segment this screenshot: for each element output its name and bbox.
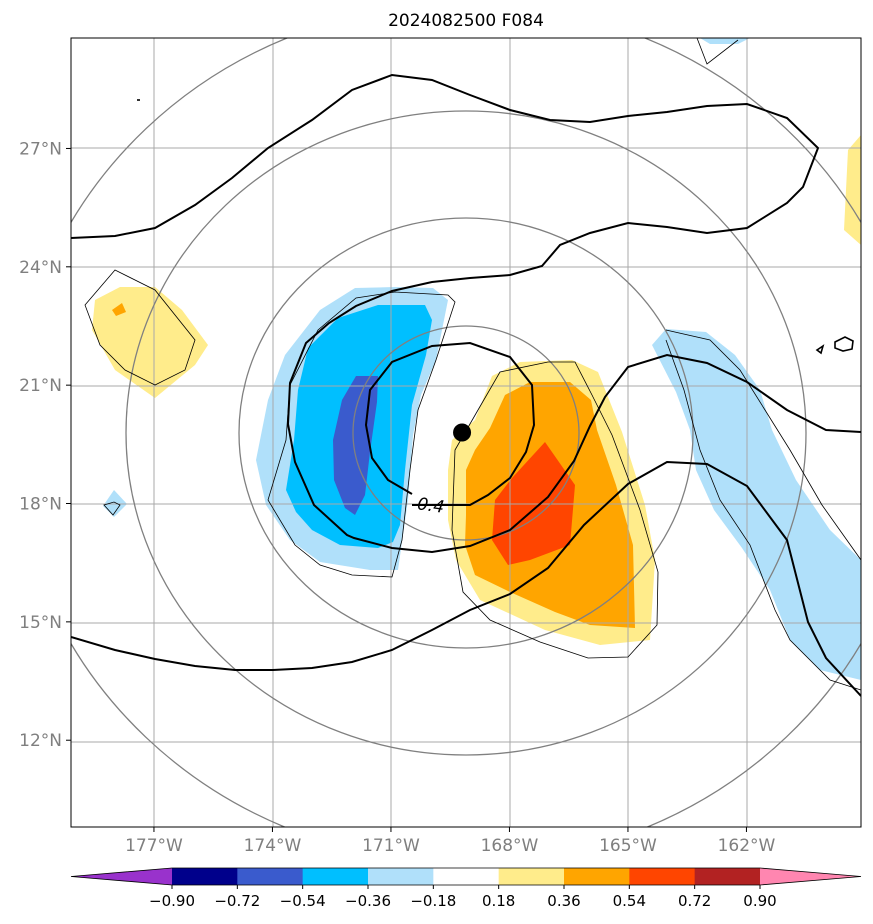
shading-left-orange [112, 303, 126, 316]
thick-contour [71, 460, 861, 697]
shading-left-yellow [92, 287, 208, 398]
colorbar-tick-label: 0.36 [547, 892, 580, 910]
shading-top-center-light-blue [700, 38, 750, 44]
colorbar-tick-label: 0.18 [482, 892, 515, 910]
island-outline [834, 336, 854, 352]
shading-top-right-yellow [844, 135, 861, 245]
thin-contours [84, 38, 861, 691]
lon-tick-label: 162°W [718, 836, 776, 856]
chart-title: 2024082500 F084 [388, 11, 544, 31]
colorbar-segment [629, 868, 696, 885]
lon-tick-label: 174°W [244, 836, 302, 856]
colorbar-segment [564, 868, 630, 885]
thick-contours [71, 73, 861, 697]
colorbar-tick-label: −0.36 [345, 892, 391, 910]
longitude-ticks: 177°W 174°W 171°W 168°W 165°W 162°W [125, 827, 776, 856]
thin-contour [696, 38, 739, 65]
contour-label: 0.4 [416, 494, 446, 518]
colorbar-tick-label: 0.90 [743, 892, 776, 910]
thin-contour [267, 291, 456, 578]
colorbar-segment [694, 868, 761, 885]
colorbar-segment [172, 868, 238, 885]
colorbar-tick-label: 0.72 [678, 892, 711, 910]
colorbar-segment [302, 868, 369, 885]
thick-contour [364, 341, 536, 506]
lat-tick-label: 12°N [19, 731, 62, 751]
map-area: 0.4 [71, 38, 861, 827]
thin-contour [665, 329, 861, 561]
thin-contour [103, 501, 121, 516]
lat-tick-label: 24°N [19, 258, 62, 278]
lat-tick-label: 21°N [19, 376, 62, 396]
lat-tick-label: 27°N [19, 139, 62, 159]
thin-contour [84, 269, 196, 386]
coastlines [137, 99, 854, 355]
colorbar-segment [368, 868, 434, 885]
lon-tick-label: 171°W [362, 836, 420, 856]
colorbar-segment [433, 868, 500, 885]
lon-tick-label: 177°W [125, 836, 183, 856]
colorbar-extend-low [71, 868, 172, 885]
lat-lon-grid [71, 38, 861, 827]
map-frame [70, 37, 862, 828]
lat-tick-label: 18°N [19, 495, 62, 515]
range-rings [71, 38, 861, 827]
range-ring [125, 110, 807, 756]
range-ring [238, 217, 694, 649]
range-ring [352, 325, 580, 541]
colorbar-segment [237, 868, 304, 885]
storm-center-marker [453, 423, 472, 442]
colorbar: −0.90 −0.72 −0.54 −0.36 −0.18 0.18 0.36 0.54 0.7… [70, 867, 862, 910]
colorbar-tick-label: 0.54 [613, 892, 646, 910]
colorbar-tick-label: −0.54 [280, 892, 326, 910]
colorbar-extend-high [760, 868, 861, 885]
colorbar-tick-label: −0.72 [214, 892, 260, 910]
lat-tick-label: 15°N [19, 613, 62, 633]
colorbar-tick-label: −0.90 [149, 892, 195, 910]
island-outline [815, 344, 825, 355]
colorbar-segment [498, 868, 565, 885]
thick-contour [71, 73, 861, 554]
latitude-ticks: 27°N 24°N 21°N 18°N 15°N 12°N [19, 139, 71, 751]
lon-tick-label: 168°W [481, 836, 539, 856]
thin-contour [451, 361, 659, 659]
lon-tick-label: 165°W [599, 836, 657, 856]
colorbar-tick-label: −0.18 [410, 892, 456, 910]
thin-contour [665, 339, 861, 691]
